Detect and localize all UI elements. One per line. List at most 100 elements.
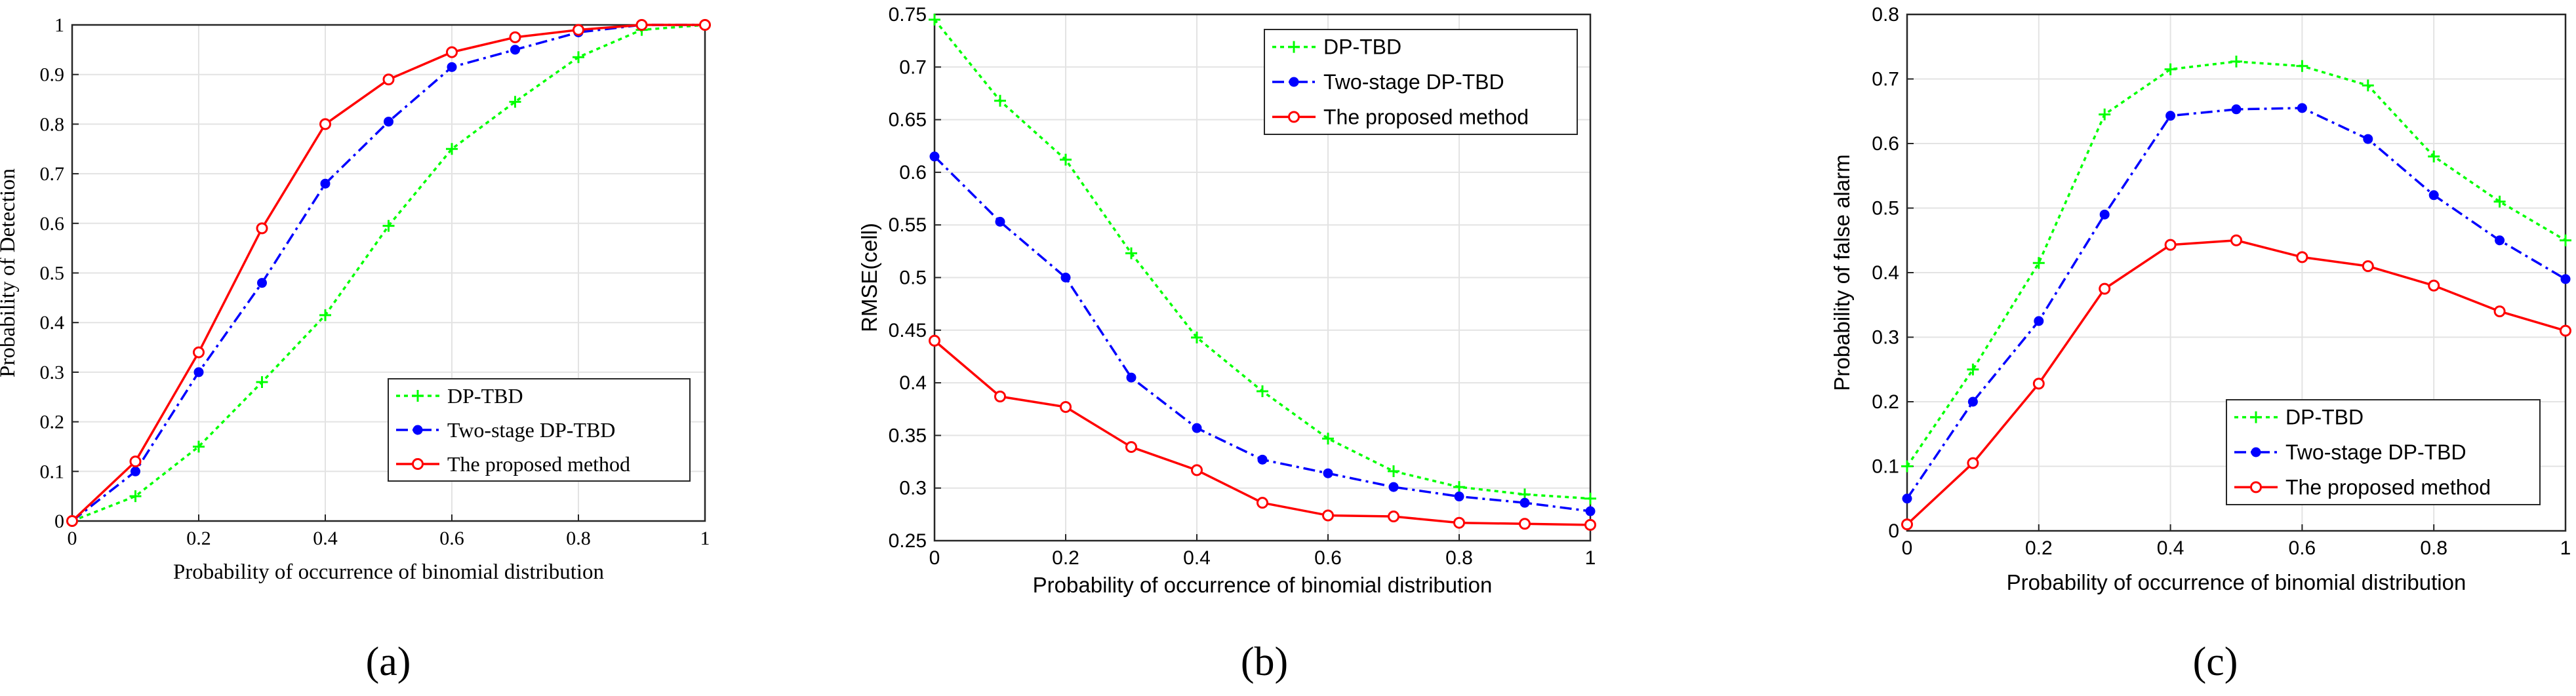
data-point — [1967, 363, 1979, 376]
legend-entry-label: DP-TBD — [447, 384, 523, 408]
data-point — [2099, 209, 2110, 220]
data-point — [1454, 492, 1464, 502]
y-tick-label: 0.4 — [899, 372, 927, 394]
legend-box — [2226, 399, 2541, 505]
data-point — [129, 455, 142, 468]
data-point — [2230, 234, 2242, 246]
y-tick-label: 0.8 — [40, 113, 65, 135]
data-point — [446, 143, 458, 155]
data-point — [1125, 247, 1137, 260]
legend-entry-label: Two-stage DP-TBD — [2285, 440, 2466, 464]
y-tick-label: 0.25 — [889, 530, 927, 552]
data-point — [382, 73, 395, 86]
y-tick-label: 0 — [54, 511, 64, 532]
legend-entry-label: The proposed method — [1323, 105, 1529, 128]
y-tick-label: 0.7 — [899, 56, 927, 78]
data-point — [1388, 465, 1399, 478]
x-tick-label: 0.8 — [1445, 547, 1473, 569]
legend: DP-TBD Two-stage DP-TBD The proposed metho… — [388, 378, 691, 482]
panel-label: (c) — [2193, 640, 2238, 684]
x-tick-label: 0.2 — [2025, 537, 2053, 559]
data-point — [2099, 282, 2111, 295]
data-point — [573, 51, 584, 64]
y-tick-label: 0.45 — [889, 320, 927, 341]
series-line — [71, 24, 706, 522]
data-point — [256, 222, 268, 235]
data-point — [1322, 433, 1334, 445]
data-point — [2032, 377, 2045, 390]
data-point — [1967, 457, 1979, 469]
x-tick-label: 0.6 — [1314, 547, 1342, 569]
series-line — [1906, 107, 2566, 499]
data-point — [2428, 279, 2440, 292]
legend-entry-label: DP-TBD — [2285, 406, 2364, 429]
legend-entry-label: The proposed method — [2285, 475, 2491, 499]
data-point — [1322, 509, 1334, 522]
x-tick-label: 0 — [929, 547, 940, 569]
data-point — [1126, 372, 1137, 383]
y-tick-label: 0.4 — [1872, 262, 1899, 284]
y-tick-label: 0.3 — [40, 362, 65, 383]
data-point — [2428, 150, 2440, 163]
data-point — [382, 220, 395, 232]
data-point — [1060, 401, 1072, 414]
data-point — [635, 19, 648, 31]
legend-entry-label: The proposed method — [447, 452, 630, 476]
y-tick-label: 0.55 — [889, 214, 927, 236]
data-point — [994, 390, 1006, 402]
data-point — [1901, 460, 1913, 473]
series-the-proposed-method — [929, 334, 1596, 531]
data-point — [509, 31, 521, 43]
y-tick-label: 0.1 — [40, 461, 65, 482]
data-point — [384, 117, 393, 127]
data-point — [1453, 516, 1465, 529]
series-two-stage-dp-tbd — [929, 151, 1596, 516]
y-tick-label: 0.9 — [40, 64, 65, 86]
data-point — [1060, 273, 1071, 282]
legend-box — [1264, 29, 1578, 135]
data-point — [1257, 497, 1268, 509]
data-point — [193, 440, 205, 453]
x-axis-label: Probability of occurrence of binomial di… — [2007, 570, 2466, 594]
legend-marker — [412, 458, 424, 470]
legend-entry-label: Two-stage DP-TBD — [1323, 70, 1504, 94]
data-point — [446, 46, 458, 58]
data-point — [193, 367, 204, 377]
data-point — [1584, 518, 1596, 531]
legend-marker — [1288, 111, 1300, 123]
data-point — [2362, 260, 2374, 273]
legend-marker — [2251, 447, 2261, 457]
legend-marker — [2250, 481, 2262, 493]
x-tick-label: 0.6 — [2289, 537, 2316, 559]
x-tick-label: 1 — [700, 528, 710, 549]
legend: DP-TBD Two-stage DP-TBD The proposed metho… — [1264, 29, 1578, 135]
y-tick-label: 0.7 — [1872, 69, 1899, 90]
data-point — [1519, 497, 1530, 508]
y-tick-label: 0.35 — [889, 425, 927, 446]
data-point — [929, 14, 940, 26]
y-tick-label: 0.65 — [889, 109, 927, 131]
data-point — [256, 376, 268, 389]
chart-panel-b: 0 0.2 0.4 0.6 0.8 1 0.25 0.3 0.35 0.4 0.45 0.5 0.55 0… — [857, 4, 1596, 684]
legend: DP-TBD Two-stage DP-TBD The proposed metho… — [2226, 399, 2541, 505]
data-point — [699, 19, 711, 31]
x-tick-label: 1 — [2560, 537, 2571, 559]
y-tick-label: 0.4 — [40, 312, 65, 334]
data-point — [320, 178, 331, 189]
x-axis-label: Probability of occurrence of binomial di… — [1033, 573, 1493, 597]
data-point — [1257, 454, 1268, 465]
data-point — [2363, 134, 2373, 144]
data-point — [193, 346, 205, 358]
data-point — [929, 334, 940, 347]
chart-panel-c: 0 0.2 0.4 0.6 0.8 1 0 0.1 0.2 0.3 0.4 0.5 0.6 0.7 0.8 P… — [1830, 4, 2571, 684]
data-point — [2296, 251, 2308, 263]
data-point — [1902, 493, 1912, 504]
x-tick-label: 0 — [1902, 537, 1913, 559]
data-point — [2560, 234, 2571, 246]
y-tick-label: 0.3 — [899, 478, 927, 499]
data-point — [319, 118, 331, 130]
legend-marker — [413, 425, 423, 435]
data-point — [1192, 423, 1202, 433]
data-point — [995, 216, 1005, 227]
